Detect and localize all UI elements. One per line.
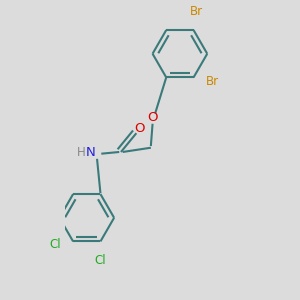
Text: H: H bbox=[77, 146, 86, 159]
Text: Br: Br bbox=[190, 5, 203, 18]
Text: Cl: Cl bbox=[50, 238, 61, 250]
Text: Br: Br bbox=[206, 75, 219, 88]
Text: N: N bbox=[86, 146, 96, 159]
Text: O: O bbox=[134, 122, 145, 135]
Text: Cl: Cl bbox=[94, 254, 106, 267]
Text: O: O bbox=[147, 111, 158, 124]
